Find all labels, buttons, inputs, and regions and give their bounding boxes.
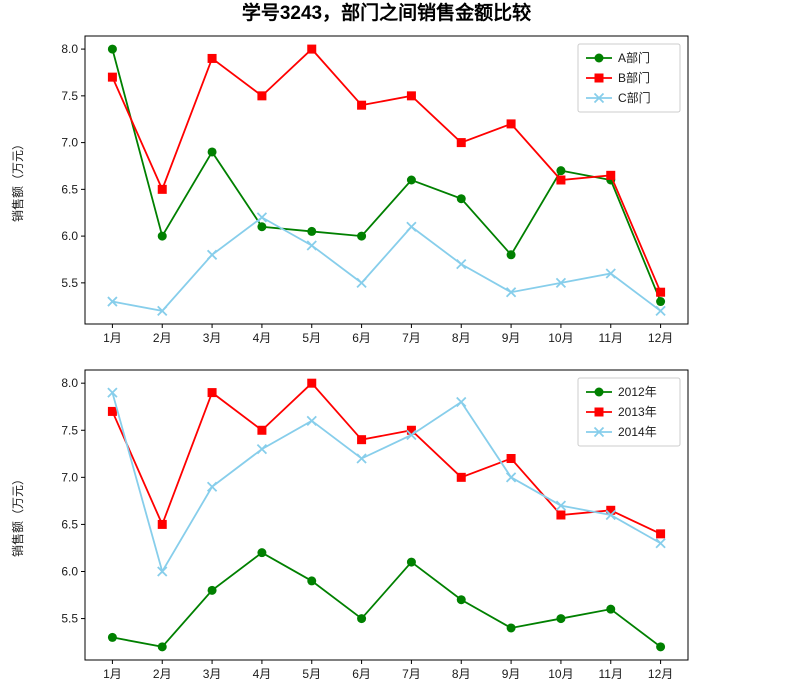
svg-text:10月: 10月	[548, 331, 573, 345]
svg-text:11月: 11月	[599, 331, 623, 345]
svg-text:A部门: A部门	[618, 50, 650, 65]
svg-text:6月: 6月	[352, 331, 371, 345]
svg-text:4月: 4月	[253, 331, 272, 345]
svg-text:2月: 2月	[153, 331, 172, 345]
svg-text:10月: 10月	[548, 667, 573, 681]
svg-text:7.0: 7.0	[61, 470, 78, 484]
svg-text:7.0: 7.0	[61, 136, 78, 150]
svg-text:11月: 11月	[599, 667, 623, 681]
chart-title: 学号3243，部门之间销售金额比较	[241, 3, 532, 24]
svg-text:B部门: B部门	[618, 70, 650, 85]
svg-text:5.5: 5.5	[61, 276, 78, 290]
svg-text:2013年: 2013年	[618, 405, 657, 419]
svg-text:2012年: 2012年	[618, 385, 657, 399]
svg-text:8.0: 8.0	[61, 42, 78, 56]
svg-text:5月: 5月	[302, 667, 321, 681]
svg-text:2月: 2月	[153, 667, 172, 681]
svg-text:7月: 7月	[402, 667, 421, 681]
svg-text:销售额（万元）: 销售额（万元）	[10, 473, 25, 557]
svg-text:3月: 3月	[203, 331, 222, 345]
svg-text:销售额（万元）: 销售额（万元）	[10, 138, 25, 222]
svg-text:8月: 8月	[452, 331, 471, 345]
svg-text:5月: 5月	[302, 331, 321, 345]
svg-text:1月: 1月	[103, 331, 122, 345]
svg-text:7月: 7月	[402, 331, 421, 345]
svg-text:6月: 6月	[352, 667, 371, 681]
svg-text:8月: 8月	[452, 667, 471, 681]
svg-text:1月: 1月	[103, 667, 122, 681]
svg-text:4月: 4月	[253, 667, 272, 681]
year-comparison-chart-svg: 5.5 6.0 6.5 7.0 7.5 8.0 1月 2月 3月 4月 5月 6月 7月 8月 9月 10月 1…	[10, 369, 689, 681]
svg-text:6.5: 6.5	[61, 182, 78, 196]
svg-text:9月: 9月	[502, 331, 521, 345]
svg-text:5.5: 5.5	[61, 612, 78, 626]
svg-text:7.5: 7.5	[61, 89, 78, 103]
svg-text:2014年: 2014年	[618, 425, 657, 439]
year-comparison-chart: 5.5 6.0 6.5 7.0 7.5 8.0 1月 2月 3月 4月 5月 6月 7月 8月 9月 10月 1…	[0, 358, 796, 692]
svg-text:6.0: 6.0	[61, 229, 78, 243]
svg-text:12月: 12月	[648, 667, 673, 681]
dept-comparison-chart-svg: 5.5 6.0 6.5 7.0 7.5 8.0 1月 2月 3月 4月 5月 6月 7月 8月 9月 10月 1…	[10, 35, 689, 345]
svg-text:12月: 12月	[648, 331, 673, 345]
svg-text:C部门: C部门	[618, 90, 651, 105]
svg-text:6.5: 6.5	[61, 517, 78, 531]
svg-text:7.5: 7.5	[61, 423, 78, 437]
svg-text:6.0: 6.0	[61, 564, 78, 578]
svg-text:9月: 9月	[502, 667, 521, 681]
dept-comparison-chart: 5.5 6.0 6.5 7.0 7.5 8.0 1月 2月 3月 4月 5月 6月 7月 8月 9月 10月 1…	[0, 28, 796, 358]
svg-text:3月: 3月	[203, 667, 222, 681]
svg-text:8.0: 8.0	[61, 376, 78, 390]
